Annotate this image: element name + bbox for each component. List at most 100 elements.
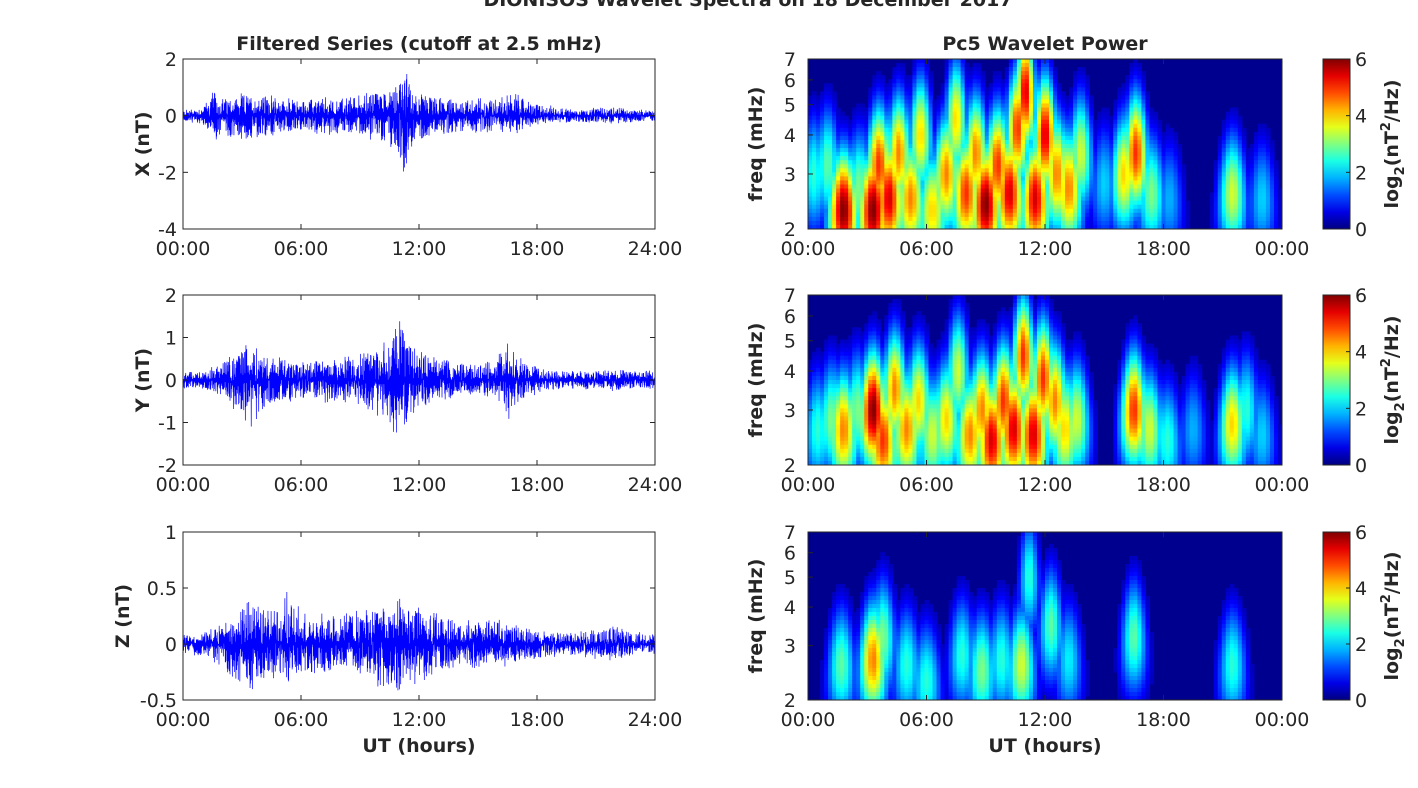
power-cell xyxy=(824,123,829,129)
power-cell xyxy=(820,160,825,165)
power-cell xyxy=(1217,208,1223,214)
power-cell xyxy=(896,107,901,113)
power-cell xyxy=(1085,111,1090,117)
power-cell xyxy=(816,135,821,141)
power-cell xyxy=(856,355,861,361)
power-cell xyxy=(924,152,930,157)
power-cell xyxy=(860,388,865,393)
power-cell xyxy=(1113,200,1118,206)
power-cell xyxy=(856,176,861,182)
power-cell xyxy=(1121,212,1126,218)
power-cell xyxy=(1004,156,1010,161)
power-cell xyxy=(1165,184,1171,190)
power-cell xyxy=(916,152,922,157)
power-cell xyxy=(1004,148,1010,153)
power-cell xyxy=(872,363,877,369)
power-cell xyxy=(1133,204,1138,210)
power-cell xyxy=(1125,204,1130,210)
power-cell xyxy=(1149,172,1155,177)
power-cell xyxy=(1073,176,1078,182)
power-cell xyxy=(940,119,946,125)
power-cell xyxy=(1032,135,1038,141)
power-cell xyxy=(928,384,934,389)
power-cell xyxy=(812,192,817,198)
power-cell xyxy=(1093,135,1098,141)
power-cell xyxy=(908,75,914,80)
power-cell xyxy=(1145,119,1151,125)
power-cell xyxy=(948,107,954,113)
power-cell xyxy=(1085,79,1090,84)
power-cell xyxy=(1028,204,1034,210)
power-cell xyxy=(996,216,1002,222)
power-cell xyxy=(1081,224,1086,229)
power-cell xyxy=(980,111,986,117)
power-cell xyxy=(1045,79,1050,84)
power-cell xyxy=(868,188,873,194)
power-cell xyxy=(1028,87,1034,92)
power-cell xyxy=(1085,107,1090,113)
power-cell xyxy=(924,367,930,373)
power-cell xyxy=(1121,91,1126,97)
power-cell xyxy=(888,172,893,177)
power-cell xyxy=(920,59,926,64)
power-cell xyxy=(904,212,910,218)
power-cell xyxy=(1040,135,1046,141)
power-cell xyxy=(1077,123,1082,129)
power-cell xyxy=(884,220,889,226)
power-cell xyxy=(1145,168,1151,173)
power-cell xyxy=(1036,135,1042,141)
power-cell xyxy=(1137,196,1143,202)
power-cell xyxy=(1233,192,1239,198)
power-cell xyxy=(964,107,970,113)
power-cell xyxy=(876,168,881,173)
power-cell xyxy=(892,188,897,194)
power-cell xyxy=(916,424,922,430)
power-cell xyxy=(808,363,813,369)
power-cell xyxy=(1213,200,1219,206)
power-cell xyxy=(816,416,821,422)
power-cell xyxy=(828,115,833,121)
power-cell xyxy=(1169,212,1175,218)
power-cell xyxy=(904,440,910,446)
power-cell xyxy=(816,347,821,353)
power-cell xyxy=(944,160,950,165)
power-cell xyxy=(1129,148,1134,153)
power-cell xyxy=(1085,168,1090,173)
power-cell xyxy=(872,388,877,393)
power-cell xyxy=(892,319,897,324)
power-cell xyxy=(964,87,970,92)
power-cell xyxy=(872,384,877,389)
power-cell xyxy=(992,204,998,210)
power-cell xyxy=(988,95,994,101)
power-cell xyxy=(916,339,922,345)
power-cell xyxy=(912,83,918,88)
power-cell xyxy=(1117,200,1122,206)
power-cell xyxy=(1141,83,1147,88)
power-cell xyxy=(844,355,849,361)
power-cell xyxy=(824,400,829,405)
power-cell xyxy=(920,148,926,153)
power-cell xyxy=(1237,188,1243,194)
power-cell xyxy=(944,127,950,133)
power-cell xyxy=(836,408,841,413)
power-cell xyxy=(816,115,821,121)
power-cell xyxy=(820,99,825,105)
power-cell xyxy=(1045,67,1050,72)
power-cell xyxy=(908,416,914,422)
power-cell xyxy=(884,388,889,393)
colorbar-tick-label: 2 xyxy=(1355,162,1367,184)
power-cell xyxy=(920,204,926,210)
power-cell xyxy=(1101,216,1106,222)
power-cell xyxy=(896,212,901,218)
power-cell xyxy=(1169,176,1175,182)
power-cell xyxy=(1081,131,1086,137)
power-cell xyxy=(1032,176,1038,182)
power-cell xyxy=(844,192,849,198)
power-cell xyxy=(840,359,845,365)
power-cell xyxy=(904,452,910,458)
power-cell xyxy=(1253,188,1259,194)
power-cell xyxy=(1004,95,1010,101)
power-cell xyxy=(1121,188,1126,194)
power-cell xyxy=(1265,135,1271,141)
power-cell xyxy=(1129,204,1134,210)
